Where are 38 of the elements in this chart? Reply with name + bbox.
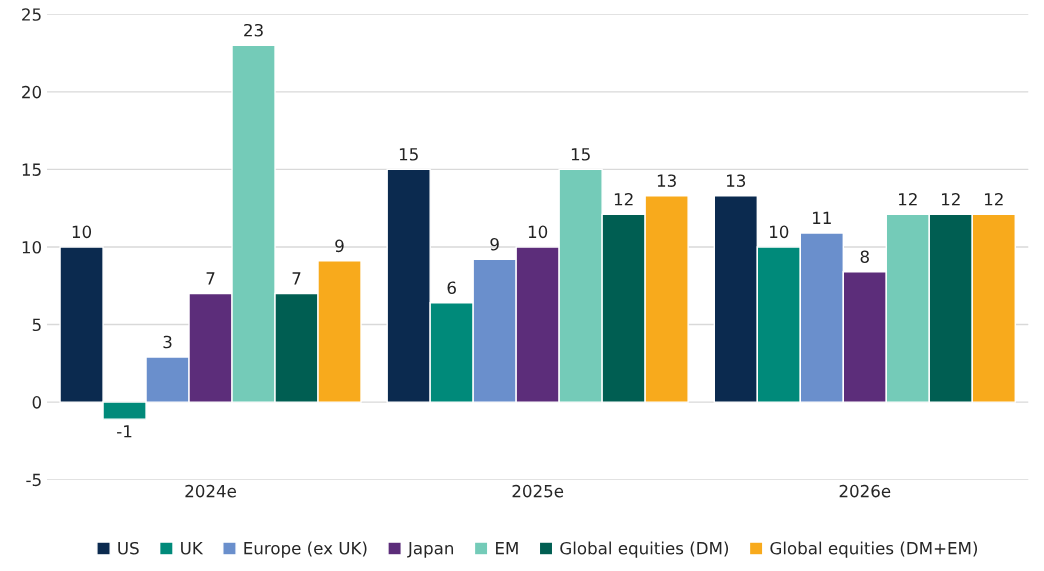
data-label: 12 bbox=[899, 192, 917, 206]
data-label: 9 bbox=[490, 237, 499, 251]
data-label: 12 bbox=[941, 192, 960, 206]
y-tick-label: 25 bbox=[22, 8, 41, 21]
data-label: 7 bbox=[292, 272, 301, 285]
data-label: 13 bbox=[727, 174, 746, 187]
data-label: 3 bbox=[163, 335, 172, 349]
data-label: 12 bbox=[614, 192, 633, 206]
legend-label: US bbox=[118, 541, 139, 555]
y-tick-label: 15 bbox=[22, 163, 41, 176]
y-tick-label: 10 bbox=[22, 240, 42, 254]
data-label: 6 bbox=[447, 281, 456, 295]
data-label: 15 bbox=[571, 148, 590, 161]
data-label: 15 bbox=[399, 148, 418, 161]
data-label: 12 bbox=[984, 192, 1003, 206]
data-label: 13 bbox=[657, 174, 676, 187]
legend-label: Europe (ex UK) bbox=[244, 541, 367, 558]
data-label: 10 bbox=[528, 225, 548, 239]
legend-label: Global equities (DM+EM) bbox=[770, 541, 978, 558]
data-label: 10 bbox=[770, 225, 789, 239]
legend-label: Global equities (DM) bbox=[560, 541, 729, 558]
legend-label: UK bbox=[181, 542, 204, 555]
data-label: 8 bbox=[860, 250, 869, 263]
y-tick-label: -5 bbox=[26, 473, 41, 487]
data-label: 7 bbox=[206, 272, 215, 285]
y-tick-label: 20 bbox=[22, 85, 42, 99]
y-tick-label: 0 bbox=[32, 396, 42, 409]
x-tick-label: 2025e bbox=[512, 484, 564, 498]
legend-label: EM bbox=[496, 542, 518, 555]
x-tick-label: 2024e bbox=[185, 484, 236, 498]
data-label: 23 bbox=[244, 23, 263, 37]
data-label: 9 bbox=[335, 239, 344, 253]
y-tick-label: 5 bbox=[32, 318, 41, 332]
data-label: -1 bbox=[117, 425, 132, 438]
data-label: 11 bbox=[813, 211, 831, 224]
data-label: 10 bbox=[72, 225, 92, 239]
x-tick-label: 2026e bbox=[839, 484, 891, 498]
legend-label: Japan bbox=[407, 542, 454, 558]
